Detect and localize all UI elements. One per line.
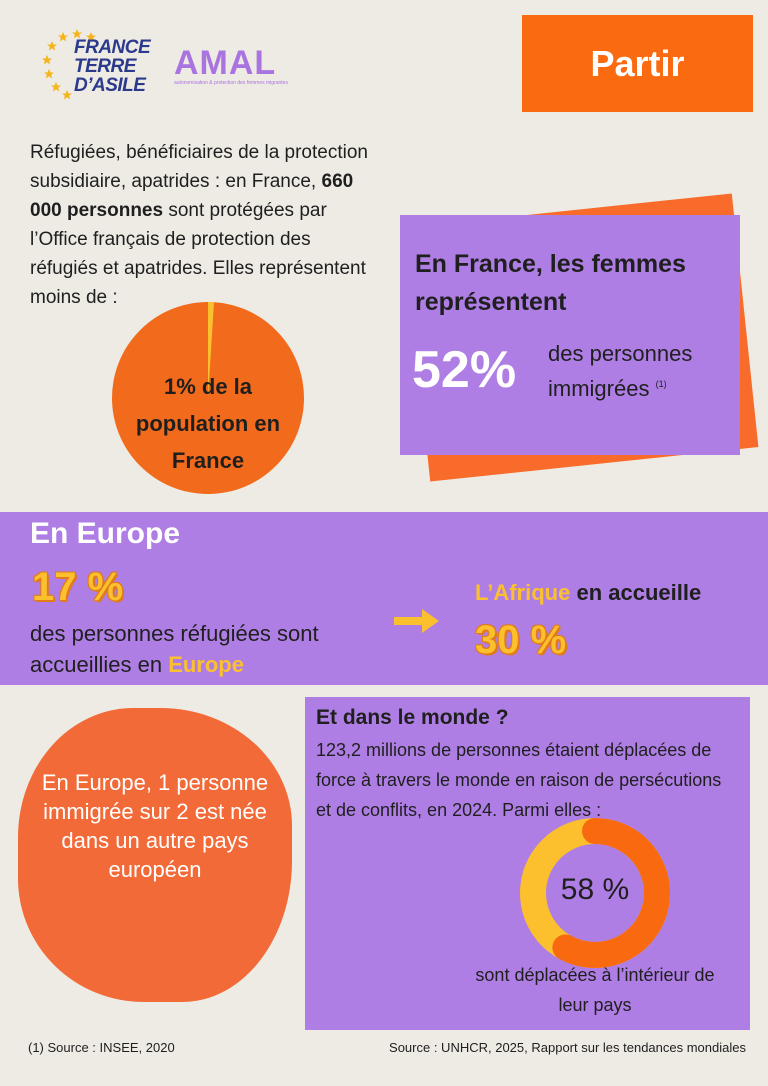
arrow-shape [394, 609, 439, 633]
women-text: des personnes immigrées (1) [548, 338, 738, 404]
pie-label: 1% de la population en France [135, 374, 281, 473]
women-figure: 52% [412, 341, 517, 399]
logo-line: FRANCE [74, 37, 151, 58]
amal-tagline: autonomisation & protection des femmes m… [174, 80, 288, 86]
europe-band [0, 512, 768, 685]
amal-logo: AMAL [174, 44, 277, 82]
women-desc: des personnes immigrées [548, 341, 693, 401]
pie-slice [208, 302, 215, 398]
europe-text: des personnes réfugiées sont accueillies… [30, 618, 400, 680]
donut-label: 58 % [560, 873, 630, 906]
footnote: (1) Source : INSEE, 2020 [28, 1040, 175, 1055]
arrow [394, 609, 439, 633]
intro-text: Réfugiées, bénéficiaires de la protectio… [30, 142, 368, 192]
section-tag: Partir [522, 15, 753, 112]
women-box [400, 215, 740, 455]
women-title: En France, les femmes représentent [415, 250, 686, 316]
world-title: Et dans le monde ? [316, 706, 509, 729]
footnote-ref: (1) [655, 379, 667, 389]
africa-text: L’Afrique en accueille [475, 580, 701, 606]
europe-desc: des personnes réfugiées sont accueillies… [30, 621, 319, 677]
logo-line: TERRE [74, 56, 136, 77]
intro: Réfugiées, bénéficiaires de la protectio… [30, 138, 380, 312]
europe-highlight: Europe [168, 652, 244, 677]
donut-arc [520, 818, 670, 968]
africa-desc: en accueille [570, 580, 702, 605]
intro-bold: 660 000 personnes [30, 171, 354, 221]
africa-figure: 30 % [475, 618, 567, 662]
source: Source : UNHCR, 2025, Rapport sur les te… [389, 1040, 746, 1055]
logo-line: D’ASILE [74, 75, 146, 96]
fact-text: En Europe, 1 personne immigrée sur 2 est… [41, 770, 269, 882]
europe-title: En Europe [30, 517, 181, 550]
europe-figure: 17 % [32, 565, 124, 609]
logo: FRANCE TERRE D’ASILE [74, 37, 151, 96]
world-text: 123,2 millions de personnes étaient dépl… [316, 740, 722, 820]
donut [520, 818, 670, 968]
africa-name: L’Afrique [475, 580, 571, 605]
fact-blob [18, 708, 292, 1002]
world-caption: sont déplacées à l’intérieur de leur pay… [475, 965, 715, 1015]
intro-text: sont protégées par l’Office français de … [30, 200, 366, 308]
